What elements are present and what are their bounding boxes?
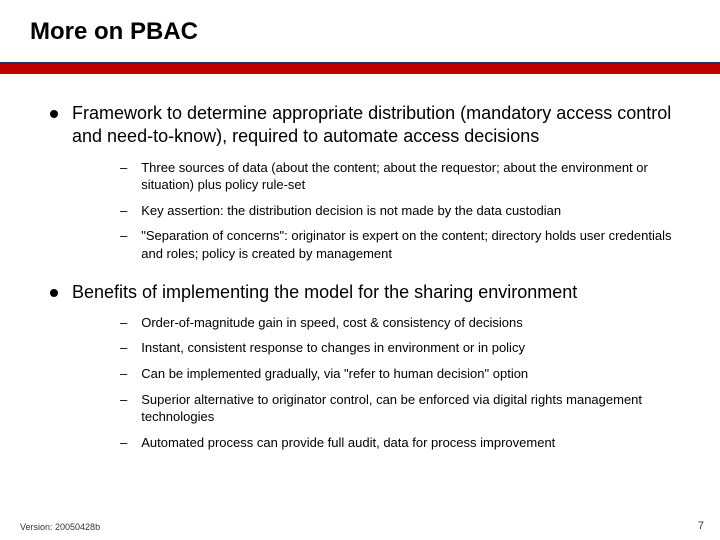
sublist: – Three sources of data (about the conte… xyxy=(120,159,688,263)
dash-icon: – xyxy=(120,228,127,243)
dash-icon: – xyxy=(120,340,127,355)
footer-version: Version: 20050428b xyxy=(20,522,100,532)
divider-thick xyxy=(0,64,720,74)
page-number: 7 xyxy=(698,520,704,532)
title-divider xyxy=(0,62,720,74)
content-body: Framework to determine appropriate distr… xyxy=(0,74,720,451)
title-region: More on PBAC xyxy=(0,0,720,46)
dash-icon: – xyxy=(120,366,127,381)
bullet-level2: – "Separation of concerns": originator i… xyxy=(120,227,688,262)
bullet-dot-icon xyxy=(50,289,58,297)
slide: More on PBAC Framework to determine appr… xyxy=(0,0,720,540)
sub-bullet-text: "Separation of concerns": originator is … xyxy=(141,227,688,262)
sub-bullet-text: Superior alternative to originator contr… xyxy=(141,391,688,426)
bullet-text: Benefits of implementing the model for t… xyxy=(72,281,577,304)
bullet-level1: Framework to determine appropriate distr… xyxy=(50,102,688,149)
sub-bullet-text: Order-of-magnitude gain in speed, cost &… xyxy=(141,314,523,332)
sub-bullet-text: Can be implemented gradually, via "refer… xyxy=(141,365,528,383)
dash-icon: – xyxy=(120,315,127,330)
bullet-level2: – Automated process can provide full aud… xyxy=(120,434,688,452)
bullet-level2: – Instant, consistent response to change… xyxy=(120,339,688,357)
bullet-text: Framework to determine appropriate distr… xyxy=(72,102,688,149)
bullet-level2: – Superior alternative to originator con… xyxy=(120,391,688,426)
sub-bullet-text: Instant, consistent response to changes … xyxy=(141,339,525,357)
page-title: More on PBAC xyxy=(30,18,720,46)
bullet-level2: – Three sources of data (about the conte… xyxy=(120,159,688,194)
bullet-level2: – Key assertion: the distribution decisi… xyxy=(120,202,688,220)
sublist: – Order-of-magnitude gain in speed, cost… xyxy=(120,314,688,451)
sub-bullet-text: Key assertion: the distribution decision… xyxy=(141,202,561,220)
dash-icon: – xyxy=(120,203,127,218)
dash-icon: – xyxy=(120,392,127,407)
sub-bullet-text: Three sources of data (about the content… xyxy=(141,159,688,194)
sub-bullet-text: Automated process can provide full audit… xyxy=(141,434,555,452)
bullet-level1: Benefits of implementing the model for t… xyxy=(50,281,688,304)
bullet-dot-icon xyxy=(50,110,58,118)
bullet-level2: – Order-of-magnitude gain in speed, cost… xyxy=(120,314,688,332)
dash-icon: – xyxy=(120,435,127,450)
dash-icon: – xyxy=(120,160,127,175)
bullet-level2: – Can be implemented gradually, via "ref… xyxy=(120,365,688,383)
